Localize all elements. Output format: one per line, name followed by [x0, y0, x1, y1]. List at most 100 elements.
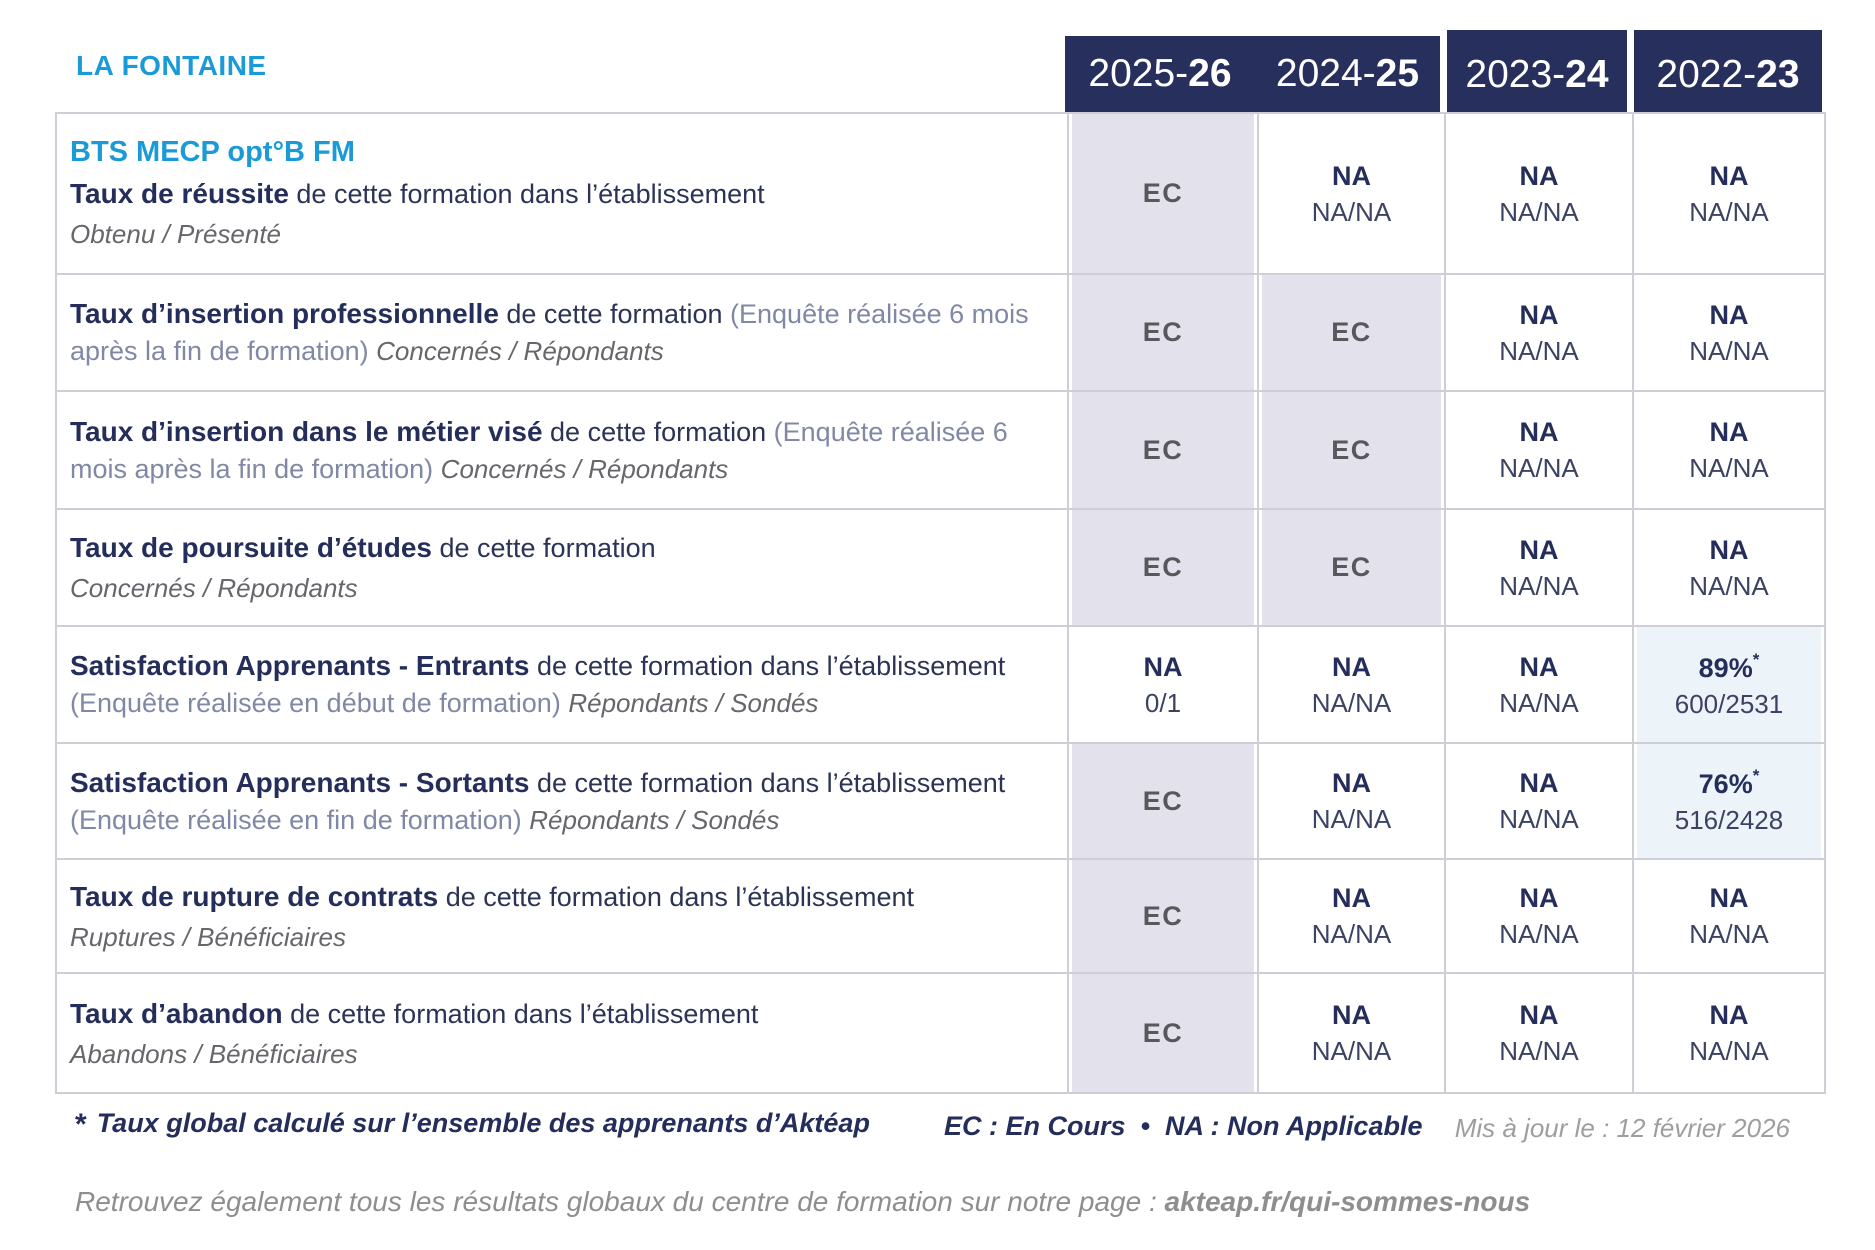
- bottom-note: Retrouvez également tous les résultats g…: [75, 1186, 1530, 1218]
- indicator-ratio-label: Répondants / Sondés: [529, 804, 780, 835]
- asterisk-marker: *: [1752, 766, 1760, 785]
- footnote-text: Taux global calculé sur l’ensemble des a…: [96, 1108, 870, 1138]
- indicator-title: Taux de rupture de contrats: [70, 880, 439, 912]
- value-cell-fill: EC: [1262, 275, 1441, 390]
- indicator-description: de cette formation: [431, 533, 656, 563]
- value-main: NA: [1519, 417, 1559, 447]
- indicator-description: de cette formation dans l’établissement: [438, 881, 914, 912]
- year-header-block-2023-24: 2023- 24: [1447, 30, 1627, 120]
- value-main: 89%*: [1698, 649, 1760, 683]
- value-cell: EC: [1257, 390, 1444, 508]
- value-cell-fill: NA NA/NA: [1449, 275, 1629, 390]
- year-suffix: 25: [1375, 52, 1420, 95]
- value-ratio: NA/NA: [1499, 1036, 1579, 1066]
- row-label-text: Taux d’insertion professionnelle de cett…: [70, 295, 1041, 370]
- value-cell-fill: 76%* 516/2428: [1637, 744, 1821, 858]
- indicator-ratio-label: Abandons / Bénéficiaires: [70, 1038, 358, 1069]
- value-ratio: NA/NA: [1499, 919, 1579, 949]
- value-main: EC: [1142, 317, 1184, 347]
- value-cell-fill: EC: [1072, 392, 1254, 508]
- value-main: NA: [1519, 299, 1559, 330]
- indicator-ratio-label: Concernés / Répondants: [70, 573, 358, 603]
- indicator-description: de cette formation: [542, 416, 774, 447]
- value-cell: NA NA/NA: [1257, 742, 1444, 858]
- value-ratio: NA/NA: [1689, 570, 1769, 601]
- value-cell: 76%* 516/2428: [1632, 742, 1824, 858]
- row-label: Satisfaction Apprenants - Sortants de ce…: [57, 742, 1067, 858]
- value-main: NA: [1332, 1000, 1371, 1030]
- value-cell: EC: [1067, 508, 1257, 625]
- value-cell: NA NA/NA: [1444, 508, 1632, 625]
- value-cell-fill: NA NA/NA: [1449, 974, 1629, 1092]
- value-ratio: 516/2428: [1674, 805, 1784, 835]
- value-cell: EC: [1067, 273, 1257, 390]
- row-label: Taux de rupture de contrats de cette for…: [57, 858, 1067, 972]
- year-header-block-2022-23: 2022- 23: [1634, 30, 1822, 120]
- value-cell-fill: NA NA/NA: [1637, 275, 1821, 390]
- indicator-title: Taux d’insertion professionnelle: [70, 298, 499, 329]
- value-cell-fill: NA NA/NA: [1637, 510, 1821, 625]
- row-label: Taux de poursuite d’études de cette form…: [57, 508, 1067, 625]
- value-ratio: NA/NA: [1499, 570, 1579, 601]
- value-main: EC: [1331, 552, 1372, 582]
- indicator-description: de cette formation dans l’établissement: [288, 178, 765, 209]
- year-header-block-recent: 2025- 26 2024- 25: [1065, 36, 1440, 112]
- indicator-survey-note: (Enquête réalisée en début de formation): [70, 688, 569, 718]
- asterisk-marker: *: [75, 1108, 87, 1141]
- value-cell-fill: NA NA/NA: [1262, 860, 1441, 972]
- indicators-table: BTS MECP opt°B FM Taux de réussite de ce…: [55, 112, 1826, 1094]
- value-cell: EC: [1067, 114, 1257, 273]
- indicator-title: Taux d’insertion dans le métier visé: [70, 415, 543, 447]
- row-label-text: Taux de réussite de cette formation dans…: [70, 175, 1041, 213]
- value-main: NA: [1709, 1000, 1749, 1030]
- value-cell-fill: NA NA/NA: [1262, 627, 1441, 742]
- value-main: EC: [1142, 785, 1184, 816]
- value-cell-fill: NA NA/NA: [1637, 860, 1821, 972]
- value-cell-fill: EC: [1072, 114, 1254, 273]
- value-cell: NA NA/NA: [1632, 858, 1824, 972]
- indicator-ratio-label: Concernés / Répondants: [376, 336, 664, 366]
- bottom-note-text: Retrouvez également tous les résultats g…: [75, 1186, 1165, 1217]
- value-cell-fill: EC: [1072, 744, 1254, 858]
- row-label: BTS MECP opt°B FM Taux de réussite de ce…: [57, 114, 1067, 273]
- value-cell: NA NA/NA: [1444, 625, 1632, 742]
- value-cell: NA 0/1: [1067, 625, 1257, 742]
- value-cell: NA NA/NA: [1632, 390, 1824, 508]
- row-label: Taux d’insertion professionnelle de cett…: [57, 273, 1067, 390]
- value-ratio: NA/NA: [1499, 196, 1579, 227]
- value-main: NA: [1519, 1000, 1559, 1030]
- value-main: NA: [1519, 651, 1559, 682]
- value-main: EC: [1142, 900, 1184, 931]
- year-prefix: 2022-: [1656, 53, 1757, 96]
- indicator-title: Satisfaction Apprenants - Sortants: [70, 766, 530, 798]
- value-main: NA: [1519, 534, 1559, 565]
- row-label-text: Satisfaction Apprenants - Sortants de ce…: [70, 764, 1041, 839]
- row-label-text: Taux de poursuite d’études de cette form…: [70, 529, 1041, 567]
- value-cell: 89%* 600/2531: [1632, 625, 1824, 742]
- value-cell-fill: NA NA/NA: [1637, 974, 1821, 1092]
- value-cell: NA NA/NA: [1632, 114, 1824, 273]
- indicator-title: Taux de poursuite d’études: [70, 532, 432, 563]
- indicator-title: Taux d’abandon: [70, 997, 283, 1029]
- indicator-description: de cette formation dans l’établissement: [529, 651, 1006, 681]
- value-ratio: NA/NA: [1499, 453, 1579, 483]
- value-cell: NA NA/NA: [1257, 114, 1444, 273]
- value-ratio: NA/NA: [1311, 687, 1392, 718]
- value-main: NA: [1519, 883, 1559, 913]
- value-ratio: NA/NA: [1311, 919, 1392, 949]
- indicator-survey-note: (Enquête réalisée 6 mois après la fin de…: [70, 299, 1029, 366]
- value-main: NA: [1709, 534, 1749, 565]
- value-cell: EC: [1257, 508, 1444, 625]
- value-ratio: NA/NA: [1499, 687, 1579, 718]
- value-cell-fill: NA NA/NA: [1449, 114, 1629, 273]
- school-name: LA FONTAINE: [76, 50, 267, 81]
- value-cell-fill: NA NA/NA: [1449, 860, 1629, 972]
- value-cell: NA NA/NA: [1257, 858, 1444, 972]
- value-main: NA: [1332, 160, 1371, 191]
- footnote: * Taux global calculé sur l’ensemble des …: [75, 1108, 870, 1142]
- indicator-survey-note: (Enquête réalisée en fin de formation): [70, 804, 530, 835]
- value-cell-fill: NA NA/NA: [1262, 114, 1441, 273]
- value-main: EC: [1331, 317, 1372, 347]
- value-cell-fill: EC: [1262, 392, 1441, 508]
